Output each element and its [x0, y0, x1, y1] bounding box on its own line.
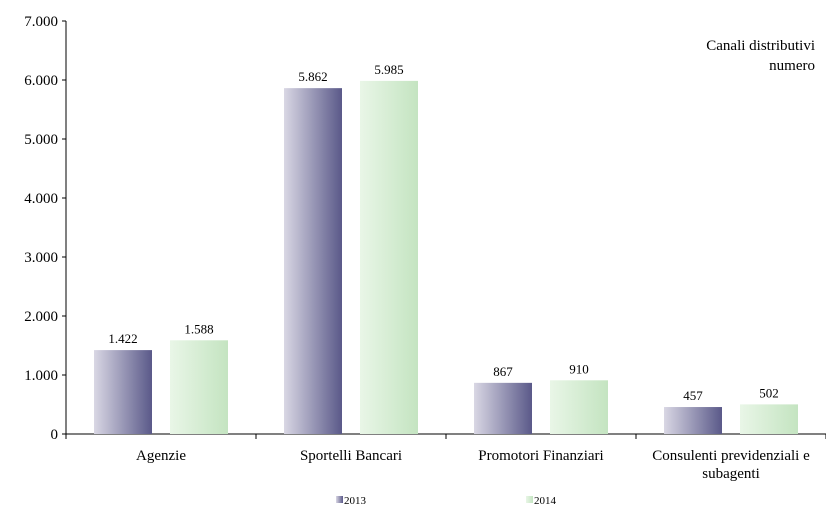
data-label: 1.588 — [184, 321, 213, 336]
legend-swatch-2013 — [336, 496, 343, 503]
y-tick-label: 7.000 — [24, 14, 58, 30]
bar-2013-2 — [474, 382, 532, 434]
bar-2014-2 — [550, 380, 608, 434]
data-label: 5.862 — [298, 69, 327, 84]
x-category-label: Sportelli Bancari — [300, 448, 402, 464]
legend-label-2014: 2014 — [534, 495, 557, 507]
y-tick-label: 5.000 — [24, 132, 58, 148]
chart-title: Canali distributivi — [706, 38, 815, 54]
y-tick-label: 3.000 — [24, 250, 58, 266]
data-label: 910 — [569, 361, 589, 376]
legend: 2013 2014 — [336, 495, 557, 507]
bar-2014-1 — [360, 80, 418, 434]
data-label: 867 — [493, 364, 513, 379]
bar-2013-3 — [664, 407, 722, 434]
x-category-label: Promotori Finanziari — [478, 448, 603, 464]
legend-swatch-2014 — [526, 496, 533, 503]
plot-area: 0 1.000 2.000 3.000 4.000 5.000 6.000 7.000 1.42… — [24, 14, 826, 482]
data-label: 5.985 — [374, 62, 403, 77]
data-label: 1.422 — [108, 331, 137, 346]
x-category-label: Agenzie — [136, 448, 186, 464]
y-tick-label: 6.000 — [24, 73, 58, 89]
x-category-label: Consulenti previdenziali e — [652, 448, 810, 464]
y-tick-label: 1.000 — [24, 368, 58, 384]
bar-2014-3 — [740, 404, 798, 434]
chart-subtitle: numero — [769, 58, 815, 74]
y-tick-label: 0 — [51, 427, 59, 443]
bar-2013-1 — [284, 88, 342, 434]
y-tick-label: 2.000 — [24, 309, 58, 325]
data-label: 457 — [683, 388, 703, 403]
y-tick-label: 4.000 — [24, 191, 58, 207]
bar-2014-0 — [170, 340, 228, 434]
data-label: 502 — [759, 385, 779, 400]
x-category-label: subagenti — [702, 466, 760, 482]
bar-2013-0 — [94, 350, 152, 434]
legend-label-2013: 2013 — [344, 495, 367, 507]
